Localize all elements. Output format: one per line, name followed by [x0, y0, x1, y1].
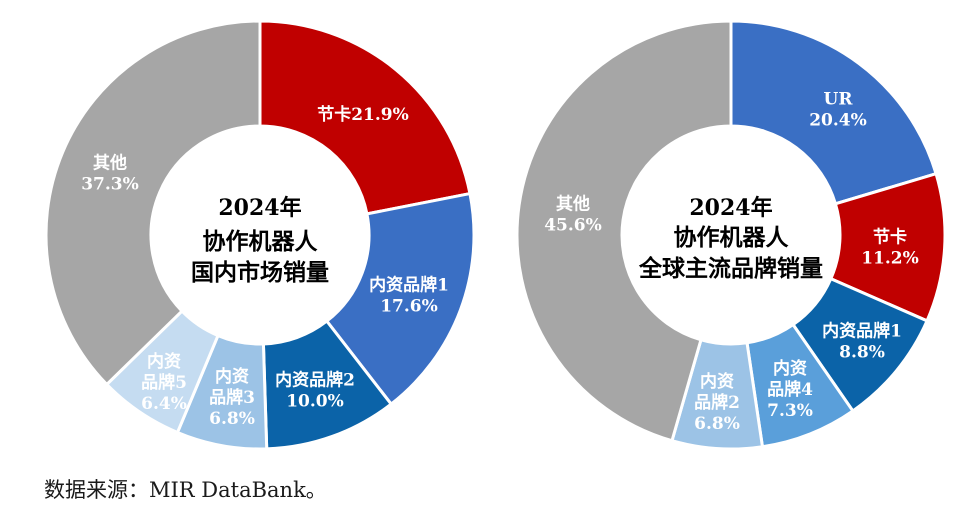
- donut-chart-2: UR 20.4% 节卡 11.2% 内资品牌1 8.8%内资品牌4 7.3% 内资品牌2 6.8…: [515, 19, 947, 451]
- center-title: 2024年协作机器人国内市场销量: [191, 195, 329, 286]
- slice-label-内资品牌2: 内资品牌2 10.0%: [275, 370, 355, 412]
- slice-label-内资品牌2: 内资品牌2 6.8%: [694, 371, 740, 434]
- slice-UR: [729, 19, 938, 206]
- slice-内资品牌1: [324, 191, 476, 407]
- source-note: 数据来源：MIR DataBank。: [44, 478, 327, 502]
- slice-label-UR: UR 20.4%: [809, 90, 867, 131]
- slice-label-节卡: 节卡 11.2%: [861, 227, 919, 269]
- slice-节卡: [258, 19, 472, 216]
- slice-label-内资品牌1: 内资品牌1 8.8%: [822, 321, 902, 363]
- slice-label-内资品牌3: 内资品牌3 6.8%: [209, 366, 255, 429]
- donut-chart-1: 节卡21.9% 内资品牌1 17.6% 内资品牌2 10.0% 内资品牌3 6.8% 内资品牌…: [44, 19, 476, 451]
- slice-label-节卡: 节卡21.9%: [317, 104, 409, 125]
- slice-label-其他: 其他 37.3%: [81, 153, 139, 195]
- slice-label-内资品牌1: 内资品牌1 17.6%: [369, 275, 449, 317]
- slice-label-其他: 其他 45.6%: [544, 194, 602, 236]
- center-title: 2024年协作机器人全球主流品牌销量: [638, 195, 823, 282]
- slice-label-内资品牌4: 内资品牌4 7.3%: [767, 358, 813, 421]
- slice-其他: [515, 19, 733, 443]
- slice-其他: [44, 19, 262, 387]
- slice-label-内资品牌5: 内资品牌5 6.4%: [141, 351, 187, 414]
